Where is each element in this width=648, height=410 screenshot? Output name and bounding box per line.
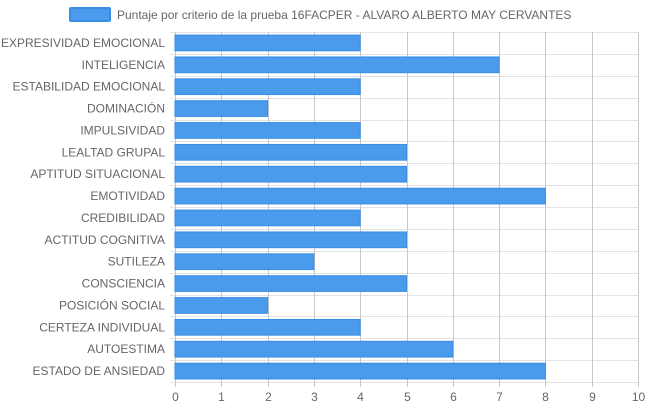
category-label: EXPRESIVIDAD EMOCIONAL [1,36,165,50]
category-label: SUTILEZA [108,255,165,269]
bar[interactable] [174,56,500,74]
x-axis-labels: 0 1 2 3 4 5 6 7 8 9 10 [172,390,645,404]
category-label: ESTADO DE ANSIEDAD [33,364,166,378]
bar[interactable] [174,253,315,271]
bar[interactable] [174,275,407,292]
bar[interactable] [174,34,361,52]
legend-swatch [69,7,111,22]
category-label: IMPULSIVIDAD [80,123,165,137]
category-label: INTELIGENCIA [82,58,165,72]
x-tick-label: 8 [542,390,549,404]
category-label: CERTEZA INDIVIDUAL [39,320,165,334]
x-tick-label: 9 [589,390,596,404]
bar[interactable] [174,209,361,227]
chart-grid [170,32,639,387]
y-axis-labels: EXPRESIVIDAD EMOCIONAL INTELIGENCIA ESTABI… [1,36,165,378]
x-tick-label: 10 [632,390,646,404]
x-tick-label: 4 [357,390,364,404]
bar[interactable] [174,122,361,139]
x-tick-label: 2 [265,390,272,404]
bar[interactable] [174,78,361,96]
chart-bars [174,34,546,380]
x-tick-label: 7 [496,390,503,404]
category-label: DOMINACIÓN [87,101,165,116]
category-label: EMOTIVIDAD [90,189,165,203]
legend-label: Puntaje por criterio de la prueba 16FACP… [117,8,571,22]
bar[interactable] [174,100,269,117]
category-label: LEALTAD GRUPAL [62,145,166,159]
chart-legend[interactable]: Puntaje por criterio de la prueba 16FACP… [69,7,571,22]
category-label: CREDIBILIDAD [81,211,165,225]
bar[interactable] [174,362,546,380]
bar[interactable] [174,187,546,205]
bar[interactable] [174,165,407,183]
category-label: ACTITUD COGNITIVA [45,233,165,247]
category-label: APTITUD SITUACIONAL [30,167,165,181]
bar[interactable] [174,143,407,161]
bar[interactable] [174,297,269,314]
bar[interactable] [174,340,454,358]
category-label: AUTOESTIMA [87,342,165,356]
x-tick-label: 6 [450,390,457,404]
category-label: CONSCIENCIA [82,277,165,291]
x-tick-label: 1 [218,390,225,404]
x-tick-label: 5 [404,390,411,404]
bar[interactable] [174,318,361,336]
category-label: ESTABILIDAD EMOCIONAL [13,80,166,94]
category-label: POSICIÓN SOCIAL [59,297,165,312]
x-tick-label: 0 [172,390,179,404]
bar[interactable] [174,231,407,249]
x-tick-label: 3 [311,390,318,404]
